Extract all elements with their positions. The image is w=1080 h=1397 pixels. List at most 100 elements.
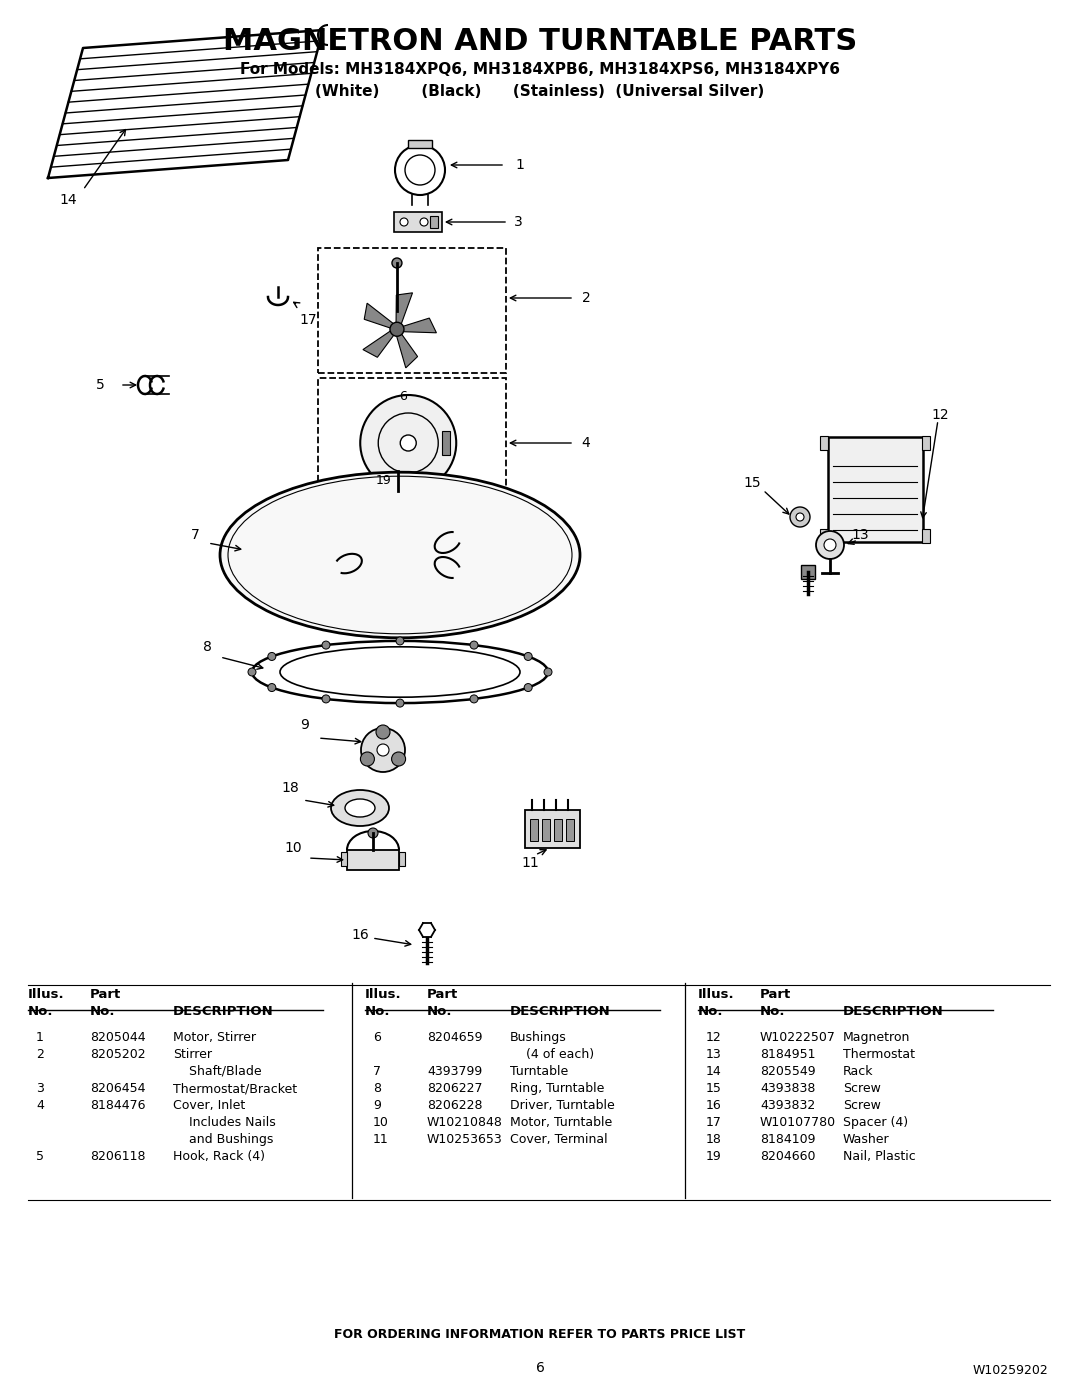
Bar <box>542 819 550 841</box>
Text: DESCRIPTION: DESCRIPTION <box>173 1004 273 1018</box>
Text: 8205549: 8205549 <box>760 1065 815 1078</box>
Text: 17: 17 <box>706 1116 721 1129</box>
Bar <box>828 437 923 542</box>
Ellipse shape <box>330 789 389 826</box>
Bar <box>399 852 405 866</box>
Text: 11: 11 <box>373 1133 389 1146</box>
Text: 8184476: 8184476 <box>90 1099 146 1112</box>
Text: 4393832: 4393832 <box>760 1099 815 1112</box>
Text: 18: 18 <box>281 781 299 795</box>
Text: W10210848: W10210848 <box>427 1116 503 1129</box>
Text: 2: 2 <box>582 291 591 305</box>
Text: Driver, Turntable: Driver, Turntable <box>510 1099 615 1112</box>
Circle shape <box>392 258 402 268</box>
Text: For Models: MH3184XPQ6, MH3184XPB6, MH3184XPS6, MH3184XPY6: For Models: MH3184XPQ6, MH3184XPB6, MH31… <box>240 63 840 77</box>
Text: Screw: Screw <box>843 1083 881 1095</box>
Text: No.: No. <box>28 1004 54 1018</box>
Text: Shaft/Blade: Shaft/Blade <box>173 1065 261 1078</box>
Text: 3: 3 <box>514 215 523 229</box>
Circle shape <box>524 683 532 692</box>
Text: 8204659: 8204659 <box>427 1031 483 1044</box>
Circle shape <box>470 641 478 650</box>
Text: Motor, Turntable: Motor, Turntable <box>510 1116 612 1129</box>
Text: 15: 15 <box>743 476 760 490</box>
Text: 19: 19 <box>706 1150 721 1162</box>
Circle shape <box>396 698 404 707</box>
Text: (White)        (Black)      (Stainless)  (Universal Silver): (White) (Black) (Stainless) (Universal S… <box>315 84 765 99</box>
Circle shape <box>396 637 404 645</box>
Text: No.: No. <box>760 1004 785 1018</box>
Text: 12: 12 <box>706 1031 721 1044</box>
Text: W10222507: W10222507 <box>760 1031 836 1044</box>
Text: Cover, Terminal: Cover, Terminal <box>510 1133 608 1146</box>
Text: 14: 14 <box>59 193 77 207</box>
Text: Stirrer: Stirrer <box>173 1048 212 1060</box>
Text: Illus.: Illus. <box>365 988 402 1002</box>
Bar <box>820 436 828 450</box>
Bar <box>430 217 438 228</box>
Bar <box>394 212 442 232</box>
Text: 13: 13 <box>851 528 868 542</box>
Bar <box>318 379 507 509</box>
Text: Illus.: Illus. <box>28 988 65 1002</box>
Text: and Bushings: and Bushings <box>173 1133 273 1146</box>
Bar <box>341 852 347 866</box>
Text: Nail, Plastic: Nail, Plastic <box>843 1150 916 1162</box>
Circle shape <box>824 539 836 550</box>
Text: 8206227: 8206227 <box>427 1083 483 1095</box>
Text: Rack: Rack <box>843 1065 874 1078</box>
Text: 4393799: 4393799 <box>427 1065 483 1078</box>
Bar <box>442 432 450 455</box>
Text: 8205044: 8205044 <box>90 1031 146 1044</box>
Text: W10259202: W10259202 <box>972 1363 1048 1376</box>
Text: No.: No. <box>365 1004 391 1018</box>
Bar <box>922 529 930 543</box>
Circle shape <box>796 513 804 521</box>
Circle shape <box>368 828 378 838</box>
Text: No.: No. <box>427 1004 453 1018</box>
Text: 10: 10 <box>373 1116 389 1129</box>
Text: Includes Nails: Includes Nails <box>173 1116 275 1129</box>
Text: 7: 7 <box>373 1065 381 1078</box>
Text: Thermostat/Bracket: Thermostat/Bracket <box>173 1083 297 1095</box>
Text: 14: 14 <box>706 1065 721 1078</box>
Text: 1: 1 <box>515 158 525 172</box>
Text: 8206228: 8206228 <box>427 1099 483 1112</box>
Text: Bushings: Bushings <box>510 1031 567 1044</box>
Text: Part: Part <box>90 988 121 1002</box>
Text: 4: 4 <box>582 436 591 450</box>
Text: Ring, Turntable: Ring, Turntable <box>510 1083 605 1095</box>
Text: 18: 18 <box>706 1133 721 1146</box>
Circle shape <box>544 668 552 676</box>
Text: 4: 4 <box>36 1099 44 1112</box>
Text: 10: 10 <box>284 841 301 855</box>
Text: 8: 8 <box>203 640 212 654</box>
Text: W10253653: W10253653 <box>427 1133 503 1146</box>
Text: Magnetron: Magnetron <box>843 1031 910 1044</box>
Text: 12: 12 <box>931 408 949 422</box>
Polygon shape <box>396 293 413 326</box>
Text: 8184109: 8184109 <box>760 1133 815 1146</box>
Bar <box>347 849 399 870</box>
Bar <box>922 436 930 450</box>
Text: Motor, Stirrer: Motor, Stirrer <box>173 1031 256 1044</box>
Bar <box>408 140 432 148</box>
Text: Spacer (4): Spacer (4) <box>843 1116 908 1129</box>
Bar <box>525 810 580 848</box>
Text: MAGNETRON AND TURNTABLE PARTS: MAGNETRON AND TURNTABLE PARTS <box>222 28 858 56</box>
Text: 3: 3 <box>36 1083 44 1095</box>
Text: 6: 6 <box>400 390 407 402</box>
Bar <box>530 819 538 841</box>
Text: 1: 1 <box>36 1031 44 1044</box>
Text: 8184951: 8184951 <box>760 1048 815 1060</box>
Circle shape <box>392 752 406 766</box>
Circle shape <box>470 694 478 703</box>
Text: 15: 15 <box>706 1083 721 1095</box>
Text: Part: Part <box>760 988 792 1002</box>
Text: 5: 5 <box>96 379 105 393</box>
Text: 19: 19 <box>376 475 391 488</box>
Circle shape <box>420 218 428 226</box>
Circle shape <box>268 683 275 692</box>
Text: 2: 2 <box>36 1048 44 1060</box>
Text: DESCRIPTION: DESCRIPTION <box>843 1004 944 1018</box>
